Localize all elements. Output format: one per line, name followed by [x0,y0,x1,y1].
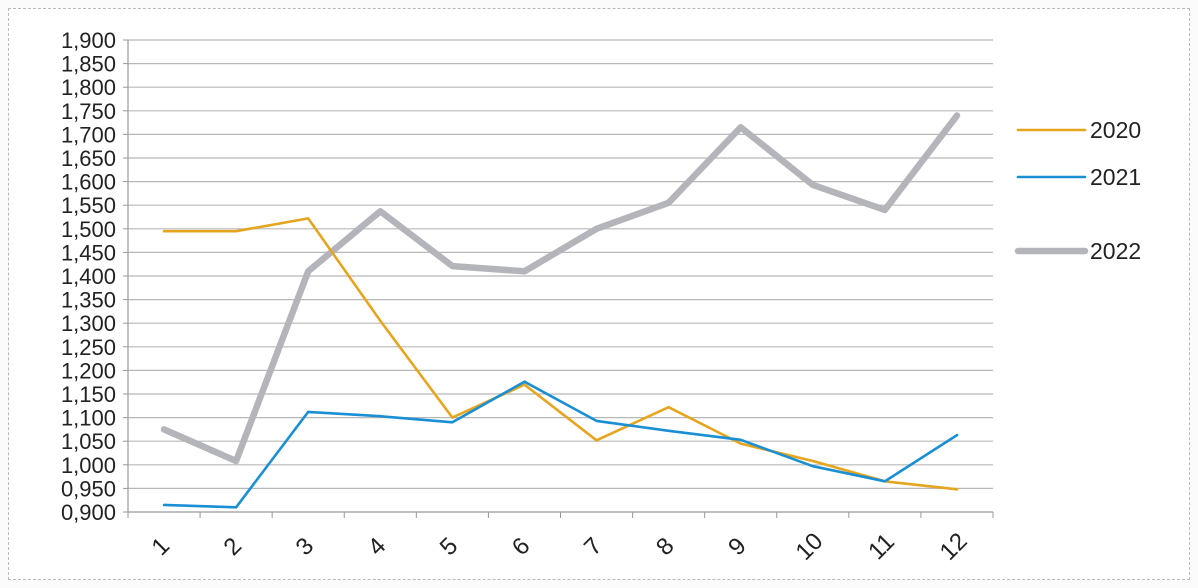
series-line-2022 [160,112,961,465]
y-tick-label: 1,400 [61,264,116,289]
y-tick-label: 1,550 [61,193,116,218]
x-tick-label: 5 [435,532,464,561]
y-tick-label: 1,000 [61,453,116,478]
series-lines [160,112,961,509]
y-tick-label: 0,950 [61,476,116,501]
y-tick-label: 1,250 [61,335,116,360]
y-tick-label: 1,700 [61,122,116,147]
gridlines [128,39,993,489]
x-tick-label: 12 [935,528,973,566]
y-tick-label: 1,600 [61,170,116,195]
legend-label-2020: 2020 [1090,117,1141,143]
y-tick-label: 1,650 [61,146,116,171]
y-tick-label: 1,300 [61,311,116,336]
legend-label-2021: 2021 [1090,164,1141,190]
y-tick-label: 1,750 [61,99,116,124]
x-tick-label: 2 [219,532,248,561]
x-tick-label: 9 [723,532,752,561]
x-tick-label: 3 [291,532,320,561]
x-tick-label: 7 [579,532,608,561]
x-tick-labels: 1 2 3 4 5 6 7 8 9 10 11 12 [146,528,972,566]
y-tick-label: 1,800 [61,75,116,100]
legend-label-2022: 2022 [1090,238,1141,264]
y-tick-label: 1,100 [61,406,116,431]
x-tick-label: 4 [363,532,392,561]
y-tick-label: 1,850 [61,52,116,77]
series-line-2020 [162,217,959,491]
y-tick-label: 1,900 [61,28,116,53]
legend: 2020 2021 2022 [1014,117,1141,264]
y-tick-labels: 0,9000,9501,0001,0501,1001,1501,2001,250… [61,28,116,525]
chart-frame [8,8,1190,580]
y-tick-label: 1,150 [61,382,116,407]
y-tick-label: 0,900 [61,500,116,525]
x-tick-label: 1 [146,532,175,561]
y-tick-label: 1,500 [61,217,116,242]
x-tick-label: 6 [507,532,536,561]
y-tick-label: 1,350 [61,288,116,313]
series-line-2021 [162,380,959,509]
axes [123,39,994,518]
x-tick-label: 8 [651,532,680,561]
x-tick-label: 10 [791,528,829,566]
y-tick-label: 1,050 [61,429,116,454]
y-tick-label: 1,450 [61,240,116,265]
x-tick-label: 11 [863,528,900,565]
y-tick-label: 1,200 [61,358,116,383]
